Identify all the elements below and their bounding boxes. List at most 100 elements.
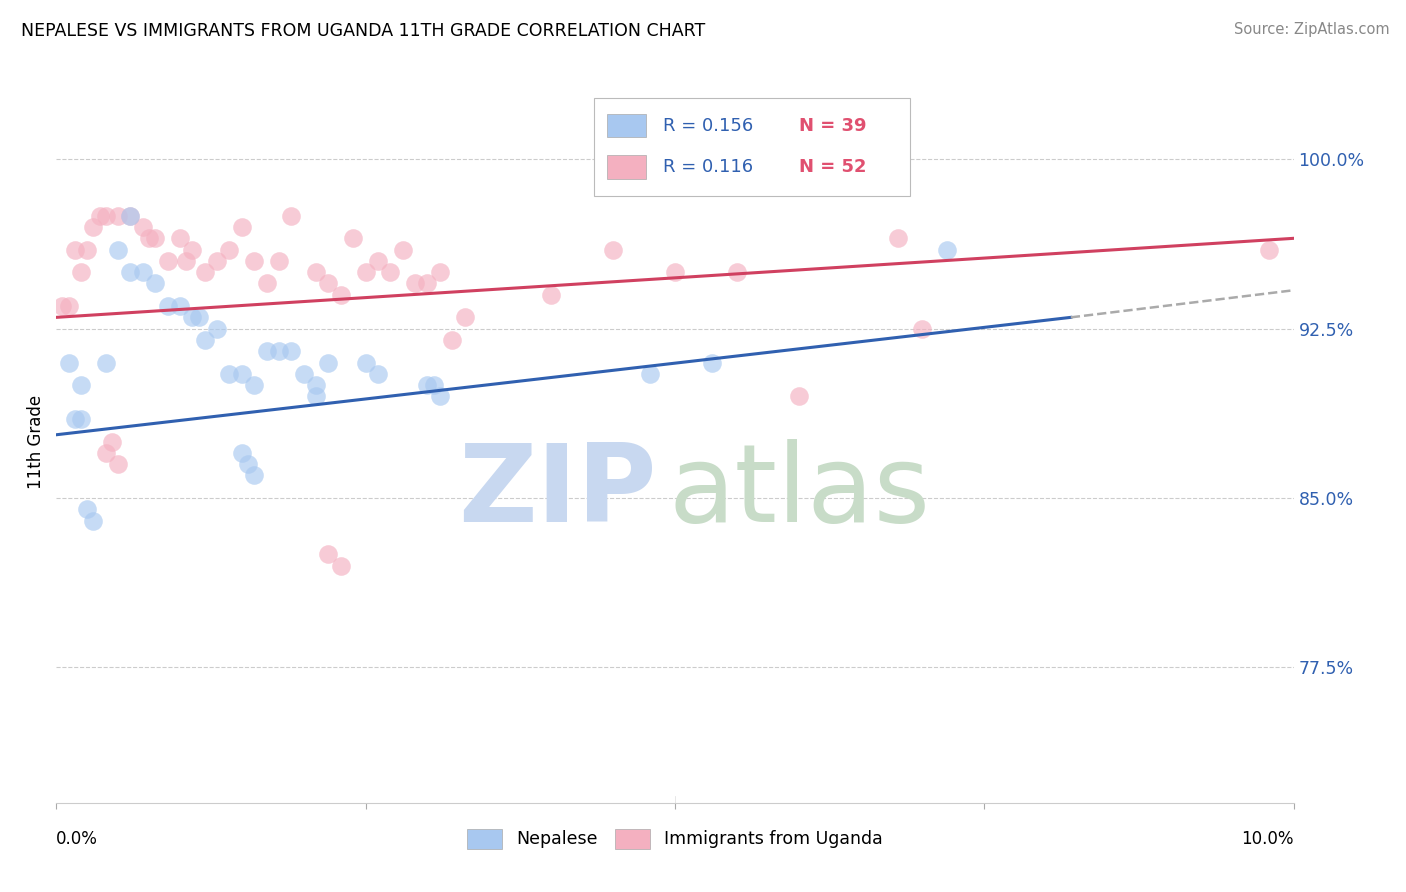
Point [602,243,624,257]
Point [187,310,209,325]
Point [58,355,80,369]
Point [329,287,352,301]
Point [404,277,426,291]
Point [367,253,389,268]
Point [138,231,160,245]
Point [107,243,129,257]
Point [318,355,340,369]
Point [416,378,439,392]
Point [143,277,166,291]
Point [94,209,117,223]
Legend: Nepalese, Immigrants from Uganda: Nepalese, Immigrants from Uganda [461,822,889,855]
Point [94,355,117,369]
Point [243,253,266,268]
Point [243,378,266,392]
Point [51,299,73,313]
Point [305,378,328,392]
Text: ZIP: ZIP [458,439,657,545]
Point [318,548,340,562]
Point [243,468,266,483]
Text: Source: ZipAtlas.com: Source: ZipAtlas.com [1233,22,1389,37]
Point [143,231,166,245]
Text: 10.0%: 10.0% [1241,830,1294,848]
Point [94,446,117,460]
Point [132,220,155,235]
Point [886,231,908,245]
Point [107,457,129,471]
Text: 0.0%: 0.0% [56,830,98,848]
Point [236,457,259,471]
Point [107,209,129,223]
Point [101,434,124,449]
Text: R = 0.116: R = 0.116 [662,158,752,176]
Point [63,243,86,257]
Point [329,558,352,573]
Point [267,253,290,268]
Point [441,333,464,347]
Point [231,367,253,381]
Point [76,243,98,257]
Point [292,367,315,381]
Point [638,367,661,381]
Point [256,344,278,359]
Point [849,175,872,189]
Point [169,231,191,245]
Point [429,265,451,279]
Point [156,253,179,268]
Point [120,209,142,223]
Point [700,355,723,369]
Point [70,412,93,426]
Point [205,321,228,335]
Point [380,265,402,279]
Point [367,367,389,381]
Point [305,389,328,403]
Point [391,243,413,257]
Y-axis label: 11th Grade: 11th Grade [27,394,45,489]
Point [280,209,302,223]
Bar [607,114,647,137]
Point [174,253,197,268]
FancyBboxPatch shape [595,98,910,196]
Point [422,378,444,392]
Point [70,265,93,279]
Point [205,253,228,268]
Point [354,265,377,279]
Point [194,333,217,347]
Point [453,310,475,325]
Point [58,299,80,313]
Point [63,412,86,426]
Point [120,265,142,279]
Point [181,310,204,325]
Point [181,243,204,257]
Point [664,265,686,279]
Point [231,220,253,235]
Point [342,231,364,245]
Point [169,299,191,313]
Text: N = 39: N = 39 [799,117,866,135]
Point [82,514,104,528]
Point [89,209,111,223]
Point [354,355,377,369]
Point [787,389,810,403]
Point [218,367,240,381]
Point [416,277,439,291]
Point [218,243,240,257]
Point [120,209,142,223]
Point [429,389,451,403]
Point [156,299,179,313]
Text: N = 52: N = 52 [799,158,866,176]
Point [82,220,104,235]
Point [256,277,278,291]
Point [280,344,302,359]
Point [132,265,155,279]
Point [305,265,328,279]
Text: R = 0.156: R = 0.156 [662,117,752,135]
Bar [607,155,647,178]
Point [540,287,562,301]
Point [1257,243,1279,257]
Point [194,265,217,279]
Point [70,378,93,392]
Point [231,446,253,460]
Point [936,243,959,257]
Text: NEPALESE VS IMMIGRANTS FROM UGANDA 11TH GRADE CORRELATION CHART: NEPALESE VS IMMIGRANTS FROM UGANDA 11TH … [21,22,706,40]
